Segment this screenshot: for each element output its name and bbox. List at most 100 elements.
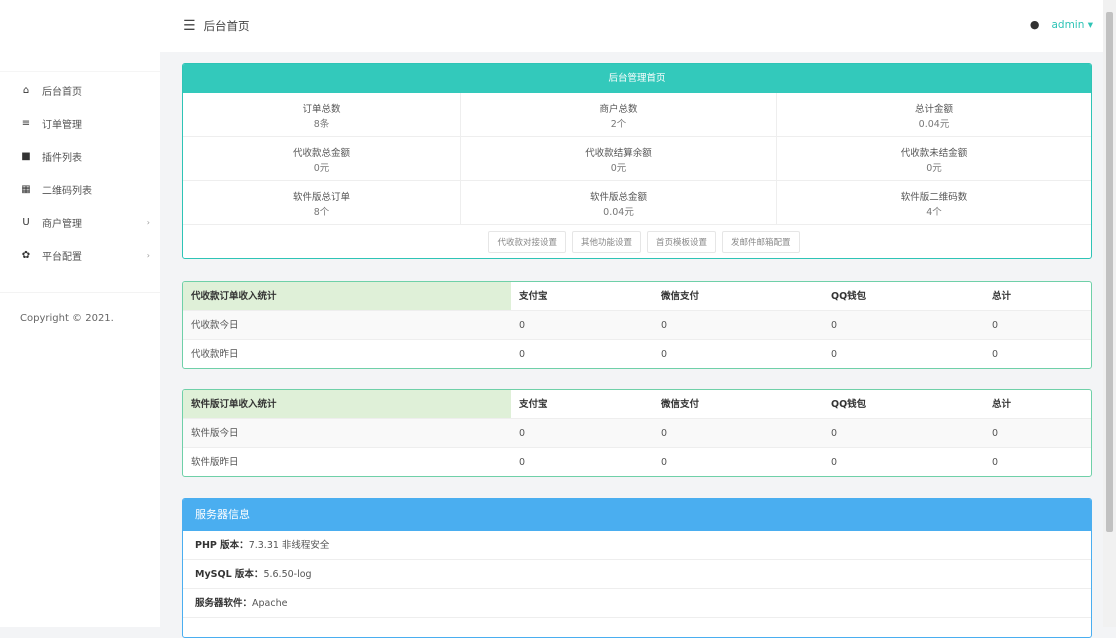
table-header-row: 软件版订单收入统计 支付宝 微信支付 QQ钱包 总计 xyxy=(183,390,1091,419)
settings-button-3[interactable]: 发邮件邮箱配置 xyxy=(722,231,800,253)
sidebar-menu: ⌂ 后台首页 ≡ 订单管理 ■ 插件列表 ▦ 二维码列表 U 商户管理 › ✿ 平台配置 › xyxy=(0,74,160,272)
server-info-row xyxy=(183,618,1091,637)
table-cell: 0 xyxy=(831,349,838,360)
column-header: 总计 xyxy=(992,291,1012,302)
table-row: 代收款今日 0 0 0 0 xyxy=(183,311,1091,340)
table-cell: 0 xyxy=(992,428,999,439)
table-cell: 0 xyxy=(519,349,526,360)
page-title: 后台首页 xyxy=(203,19,250,33)
palette-icon[interactable]: ● xyxy=(1029,18,1040,31)
stat-label: 代收款总金额 xyxy=(292,148,350,159)
sidebar: ⌂ 后台首页 ≡ 订单管理 ■ 插件列表 ▦ 二维码列表 U 商户管理 › ✿ 平台配置 › Copyri… xyxy=(0,0,160,627)
column-header: 支付宝 xyxy=(519,399,548,410)
stat-cell: 商户总数 2个 xyxy=(461,93,777,136)
sidebar-item-4[interactable]: U 商户管理 › xyxy=(0,206,160,239)
stat-label: 总计金额 xyxy=(914,104,953,115)
stat-value: 0元 xyxy=(926,163,942,174)
overview-panel: 后台管理首页 订单总数 8条 商户总数 2个 总计金额 0.04元 代收款总金额 0元 代收款结… xyxy=(182,63,1092,259)
sidebar-item-0[interactable]: ⌂ 后台首页 xyxy=(0,74,160,107)
sidebar-item-5[interactable]: ✿ 平台配置 › xyxy=(0,239,160,272)
stat-label: 代收款结算余额 xyxy=(585,148,652,159)
table-row: 代收款昨日 0 0 0 0 xyxy=(183,340,1091,368)
stat-value: 8条 xyxy=(313,119,330,130)
stats-row: 软件版总订单 8个 软件版总金额 0.04元 软件版二维码数 4个 xyxy=(183,181,1091,225)
divider xyxy=(0,292,160,293)
table-row: 软件版昨日 0 0 0 0 xyxy=(183,448,1091,476)
software-income-table: 软件版订单收入统计 支付宝 微信支付 QQ钱包 总计 软件版今日 0 0 0 0 软件版昨日 0 0 0 0 xyxy=(182,389,1092,477)
sidebar-item-label: 订单管理 xyxy=(42,120,82,131)
settings-button-2[interactable]: 首页模板设置 xyxy=(647,231,717,253)
table-cell: 0 xyxy=(992,349,999,360)
home-icon: ⌂ xyxy=(22,85,30,96)
stat-value: 0.04元 xyxy=(918,119,950,130)
scrollbar-thumb[interactable] xyxy=(1106,12,1113,532)
stat-label: 软件版总订单 xyxy=(292,192,350,203)
table-cell: 0 xyxy=(519,457,526,468)
stat-cell: 代收款结算余额 0元 xyxy=(461,137,777,180)
table-cell: 0 xyxy=(519,320,526,331)
copyright: Copyright © 2021. xyxy=(20,313,114,324)
stats-row: 代收款总金额 0元 代收款结算余额 0元 代收款未结金额 0元 xyxy=(183,137,1091,181)
column-header: QQ钱包 xyxy=(831,399,867,410)
list-icon: ≡ xyxy=(21,118,31,129)
server-info-row: PHP 版本：7.3.31 非线程安全 xyxy=(183,531,1091,560)
magnet-icon: U xyxy=(22,217,30,228)
qrcode-icon: ▦ xyxy=(21,184,31,195)
scrollbar[interactable] xyxy=(1103,0,1116,627)
stat-label: 订单总数 xyxy=(302,104,341,115)
table-cell: 0 xyxy=(831,320,838,331)
column-header: 支付宝 xyxy=(519,291,548,302)
table-cell: 0 xyxy=(519,428,526,439)
stat-value: 0元 xyxy=(610,163,627,174)
top-header: ☰ 后台首页 ● admin ▾ xyxy=(160,0,1103,52)
settings-buttons: 代收款对接设置 其他功能设置 首页模板设置 发邮件邮箱配置 xyxy=(183,225,1091,253)
table-header-row: 代收款订单收入统计 支付宝 微信支付 QQ钱包 总计 xyxy=(183,282,1091,311)
stat-cell: 总计金额 0.04元 xyxy=(777,93,1091,136)
sidebar-item-2[interactable]: ■ 插件列表 xyxy=(0,140,160,173)
plugin-icon: ■ xyxy=(21,151,31,162)
table-cell: 0 xyxy=(661,320,668,331)
sidebar-item-1[interactable]: ≡ 订单管理 xyxy=(0,107,160,140)
stat-value: 2个 xyxy=(610,119,627,130)
sidebar-item-label: 平台配置 xyxy=(42,252,82,263)
stat-cell: 软件版总金额 0.04元 xyxy=(461,181,777,224)
server-info-row: MySQL 版本：5.6.50-log xyxy=(183,560,1091,589)
sidebar-item-3[interactable]: ▦ 二维码列表 xyxy=(0,173,160,206)
stat-label: 代收款未结金额 xyxy=(900,148,968,159)
stat-label: 软件版二维码数 xyxy=(900,192,968,203)
user-menu[interactable]: admin ▾ xyxy=(1051,18,1093,31)
overview-title: 后台管理首页 xyxy=(183,64,1091,93)
table-cell: 0 xyxy=(661,349,668,360)
table-cell: 软件版昨日 xyxy=(191,457,239,468)
settings-button-0[interactable]: 代收款对接设置 xyxy=(488,231,566,253)
info-label: MySQL 版本： xyxy=(195,569,264,580)
table-row: 软件版今日 0 0 0 0 xyxy=(183,419,1091,448)
stat-label: 商户总数 xyxy=(599,104,638,115)
stat-cell: 软件版二维码数 4个 xyxy=(777,181,1091,224)
info-label: PHP 版本： xyxy=(195,540,249,551)
logo-area xyxy=(0,0,160,72)
menu-toggle-icon[interactable]: ☰ xyxy=(183,18,196,34)
username: admin xyxy=(1051,18,1085,31)
table-cell: 代收款今日 xyxy=(191,320,239,331)
sidebar-item-label: 后台首页 xyxy=(42,87,82,98)
server-info-title: 服务器信息 xyxy=(183,499,1091,531)
column-header: 微信支付 xyxy=(661,399,700,410)
server-info-panel: 服务器信息 PHP 版本：7.3.31 非线程安全 MySQL 版本：5.6.50… xyxy=(182,498,1092,638)
gear-icon: ✿ xyxy=(21,250,31,261)
settings-button-1[interactable]: 其他功能设置 xyxy=(571,231,641,253)
column-header: 微信支付 xyxy=(661,291,700,302)
stat-value: 4个 xyxy=(926,207,942,218)
info-value: Apache xyxy=(252,598,288,609)
stat-cell: 代收款未结金额 0元 xyxy=(777,137,1091,180)
stat-value: 0.04元 xyxy=(603,207,634,218)
sidebar-item-label: 二维码列表 xyxy=(42,186,92,197)
stat-cell: 订单总数 8条 xyxy=(183,93,461,136)
info-value: 5.6.50-log xyxy=(263,569,312,580)
chevron-right-icon: › xyxy=(146,218,150,227)
stat-cell: 软件版总订单 8个 xyxy=(183,181,461,224)
stat-value: 8个 xyxy=(313,207,330,218)
info-value: 7.3.31 非线程安全 xyxy=(248,540,330,551)
table-cell: 0 xyxy=(992,320,999,331)
chevron-right-icon: › xyxy=(146,251,150,260)
